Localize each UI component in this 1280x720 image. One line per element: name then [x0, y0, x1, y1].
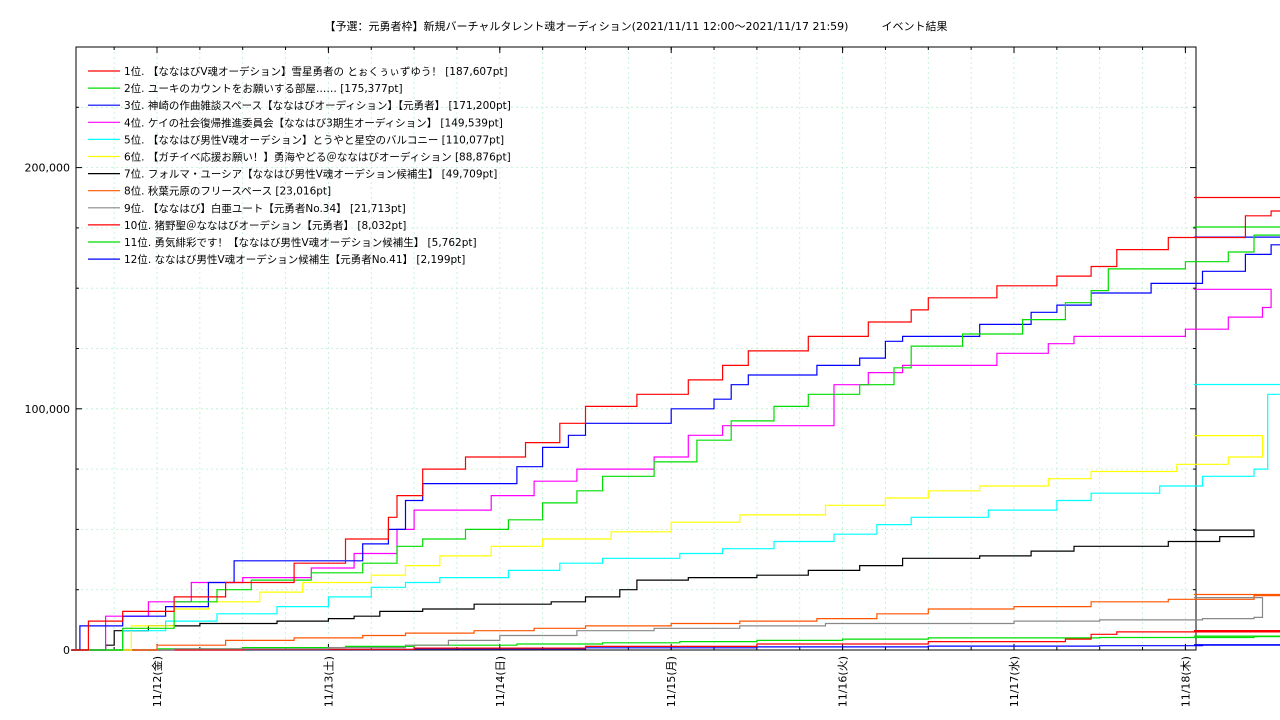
series-line: [71, 529, 1255, 651]
y-tick-label: 100,000: [25, 403, 71, 416]
x-tick-label: 11/16(火): [837, 656, 850, 707]
legend-entry: 6位. 【ガチイベ応援お願い！】勇海やどる＠ななはびオーディション [88,87…: [124, 151, 511, 164]
x-tick-label: 11/12(金): [150, 656, 164, 707]
series-line: [71, 236, 1280, 651]
legend: 1位. 【ななはびV魂オーデション】雪星勇者の とぉくぅぃずゆう！ [187,6…: [88, 65, 511, 266]
x-tick-label: 11/18(木): [1179, 656, 1192, 707]
legend-entry: 3位. 神崎の作曲雑談スペース【ななはびオーディション】【元勇者】 [171,2…: [124, 99, 511, 112]
series-group: [71, 196, 1280, 651]
series-line: [71, 435, 1264, 651]
legend-entry: 12位. ななはび男性V魂オーデション候補生【元勇者No.41】 [2,199p…: [124, 253, 465, 266]
series-line: [71, 288, 1272, 651]
y-tick-label: 0: [63, 644, 70, 657]
legend-entry: 1位. 【ななはびV魂オーデション】雪星勇者の とぉくぅぃずゆう！ [187,6…: [124, 65, 508, 78]
legend-entry: 4位. ケイの社会復帰推進委員会【ななはび3期生オーディション】 [149,53…: [124, 116, 503, 129]
legend-entry: 9位. 【ななはび】白亜ユート【元勇者No.34】 [21,713pt]: [124, 202, 406, 215]
x-tick-label: 11/17(水): [1008, 656, 1021, 707]
x-tick-label: 11/15(月): [665, 656, 678, 707]
series-line: [71, 196, 1280, 651]
y-tick-label: 200,000: [25, 162, 71, 175]
x-tick-label: 11/14(日): [494, 656, 507, 707]
legend-entry: 11位. 勇気緋彩です！【ななはび男性V魂オーデション候補生】 [5,762pt…: [124, 236, 477, 249]
series-line: [71, 383, 1280, 651]
series-line: [71, 226, 1280, 651]
legend-entry: 2位. ユーキのカウントをお願いする部屋…… [175,377pt]: [124, 82, 403, 95]
series-line: [71, 593, 1280, 651]
x-tick-label: 11/13(土): [322, 656, 335, 707]
legend-entry: 10位. 猪野聖＠ななはびオーデション【元勇者】 [8,032pt]: [124, 219, 406, 232]
series-line: [71, 635, 1280, 651]
legend-entry: 8位. 秋葉元原のフリースペース [23,016pt]: [124, 185, 331, 198]
legend-entry: 7位. フォルマ・ユーシア【ななはび男性V魂オーデション候補生】 [49,709…: [124, 168, 497, 181]
axis-ticks: 0 100,000 200,000 11/12(金) 11/13(土) 11/14(日) 1…: [25, 47, 1196, 707]
legend-entry: 5位. 【ななはび男性V魂オーデション】とうやと星空のバルコニー [110,07…: [124, 133, 504, 146]
chart-title: 【予選：元勇者枠】新規バーチャルタレント魂オーディション(2021/11/11 …: [325, 19, 948, 33]
series-line: [71, 630, 1280, 651]
series-line: [71, 597, 1264, 651]
